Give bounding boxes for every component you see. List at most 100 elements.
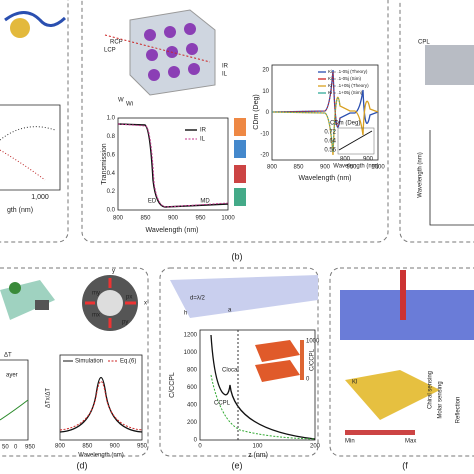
label: px [126,295,132,301]
tick-label: 850 [293,165,304,171]
label: Max [405,439,416,445]
curve-eq6 [59,381,143,431]
label: py [122,320,128,326]
curve [271,96,379,156]
molecule [9,282,21,294]
inset-maps [255,340,300,382]
panel-a: 1,000 gth (nm) [0,11,67,214]
label: x [144,301,147,307]
tick-label: 0.2 [107,189,116,195]
tick-label: 10 [262,89,269,95]
curve-local [210,334,316,440]
field-map [234,188,246,206]
tick-label: 1,000 [31,194,49,201]
tick-label: -20 [260,153,269,159]
tick-label: 0.64 [324,139,336,145]
tick-label: 850 [82,444,93,450]
annotation: MD [200,199,210,205]
label: LCP [104,48,116,54]
label: my [92,291,100,297]
axis-label: Reflection [456,397,462,424]
inset-axes [337,127,375,155]
axis-label: C/CCPL [169,372,176,398]
panel-b: RCP LCP IR IL W Wi [104,9,229,108]
label: CPL [418,40,430,46]
tick-label: 0 [14,445,18,451]
axes [0,104,61,191]
tick-label: 0.6 [107,152,116,158]
axes [117,117,229,211]
structure [35,300,49,310]
tick-label: 0.0 [107,208,116,214]
tick-label: 950 [195,216,206,222]
panel-d-border [0,267,149,457]
panel-c: CPL Wavelength (nm) [418,40,474,226]
tick-label: 50 [2,445,9,451]
tick-label: 1000 [306,339,320,345]
tick-label: 0 [266,110,270,116]
annotation: ED [148,199,157,205]
inset-curve [338,130,373,151]
panel-d: my mx px py x y ΔT ayer 50 0 950 Simulat… [0,269,148,459]
panel-label: (e) [232,460,243,470]
label: C/CCPL [310,348,316,371]
legend-label: Ki = .1-05j (Sim) [328,76,362,81]
array [170,275,318,318]
field-map [234,165,246,183]
tick-label: 1200 [184,333,198,339]
legend-label: Ki = .1+05j (Theory) [328,83,369,88]
axis-label: ΔTx/ΔT [46,388,52,408]
label: Chiral sensing [428,371,434,409]
tick-label: 100 [252,444,263,450]
surface [345,370,440,420]
legend-label: Ki = .1-05j (Theory) [328,69,368,74]
axes [59,354,143,441]
axis-label: Wavelength (nm) [298,175,351,182]
structure [425,45,474,85]
panel-b-border [81,0,389,243]
panel-e: d=λ/2 h a Clocal CCPL 1000 0 C/CCPL C/CC… [169,275,321,459]
label: CCPL [214,401,231,407]
curve [0,149,46,181]
tick-label: 1000 [184,350,198,356]
tick-label: 900 [110,444,121,450]
field-map [234,118,246,136]
tick-label: 900 [320,165,331,171]
curve-simulation [59,376,143,433]
panel-label: (d) [77,460,88,470]
tick-label: 0 [306,377,310,383]
label: W [118,98,124,104]
label: y [112,269,115,275]
curve [0,399,29,421]
tick-label: 900 [363,157,374,163]
tick-label: -10 [260,131,269,137]
curve-ir [117,123,229,208]
tick-label: 0.72 [324,130,336,136]
axes [429,130,474,226]
tick-label: 800 [340,157,351,163]
curve [0,126,56,141]
label: ayer [6,373,18,379]
tick-label: 800 [187,368,198,374]
colorbar [345,430,415,435]
legend-label: Simulation [75,359,103,365]
legend-label: Eq.(6) [120,359,136,365]
tick-label: 800 [55,444,66,450]
label: ΔT [4,353,12,359]
disk-hole [97,290,123,316]
helix [4,11,67,27]
axis-label: CDm (Deg) [330,121,360,127]
axes [199,329,316,441]
tick-label: 800 [267,165,278,171]
cd-chart: Ki = .1-05j (Theory) Ki = .1-05j (Sim) Ki … [253,64,385,182]
curve [271,71,341,127]
curve [271,97,341,153]
tick-label: 0.4 [107,171,116,177]
tick-label: 20 [262,68,269,74]
label: Min [345,439,355,445]
tick-label: 900 [168,216,179,222]
label: IL [222,72,228,78]
axis-label: Wavelength (nm) [78,453,123,459]
tick-label: 0 [198,444,202,450]
axis-label: CDm (Deg) [253,94,260,129]
